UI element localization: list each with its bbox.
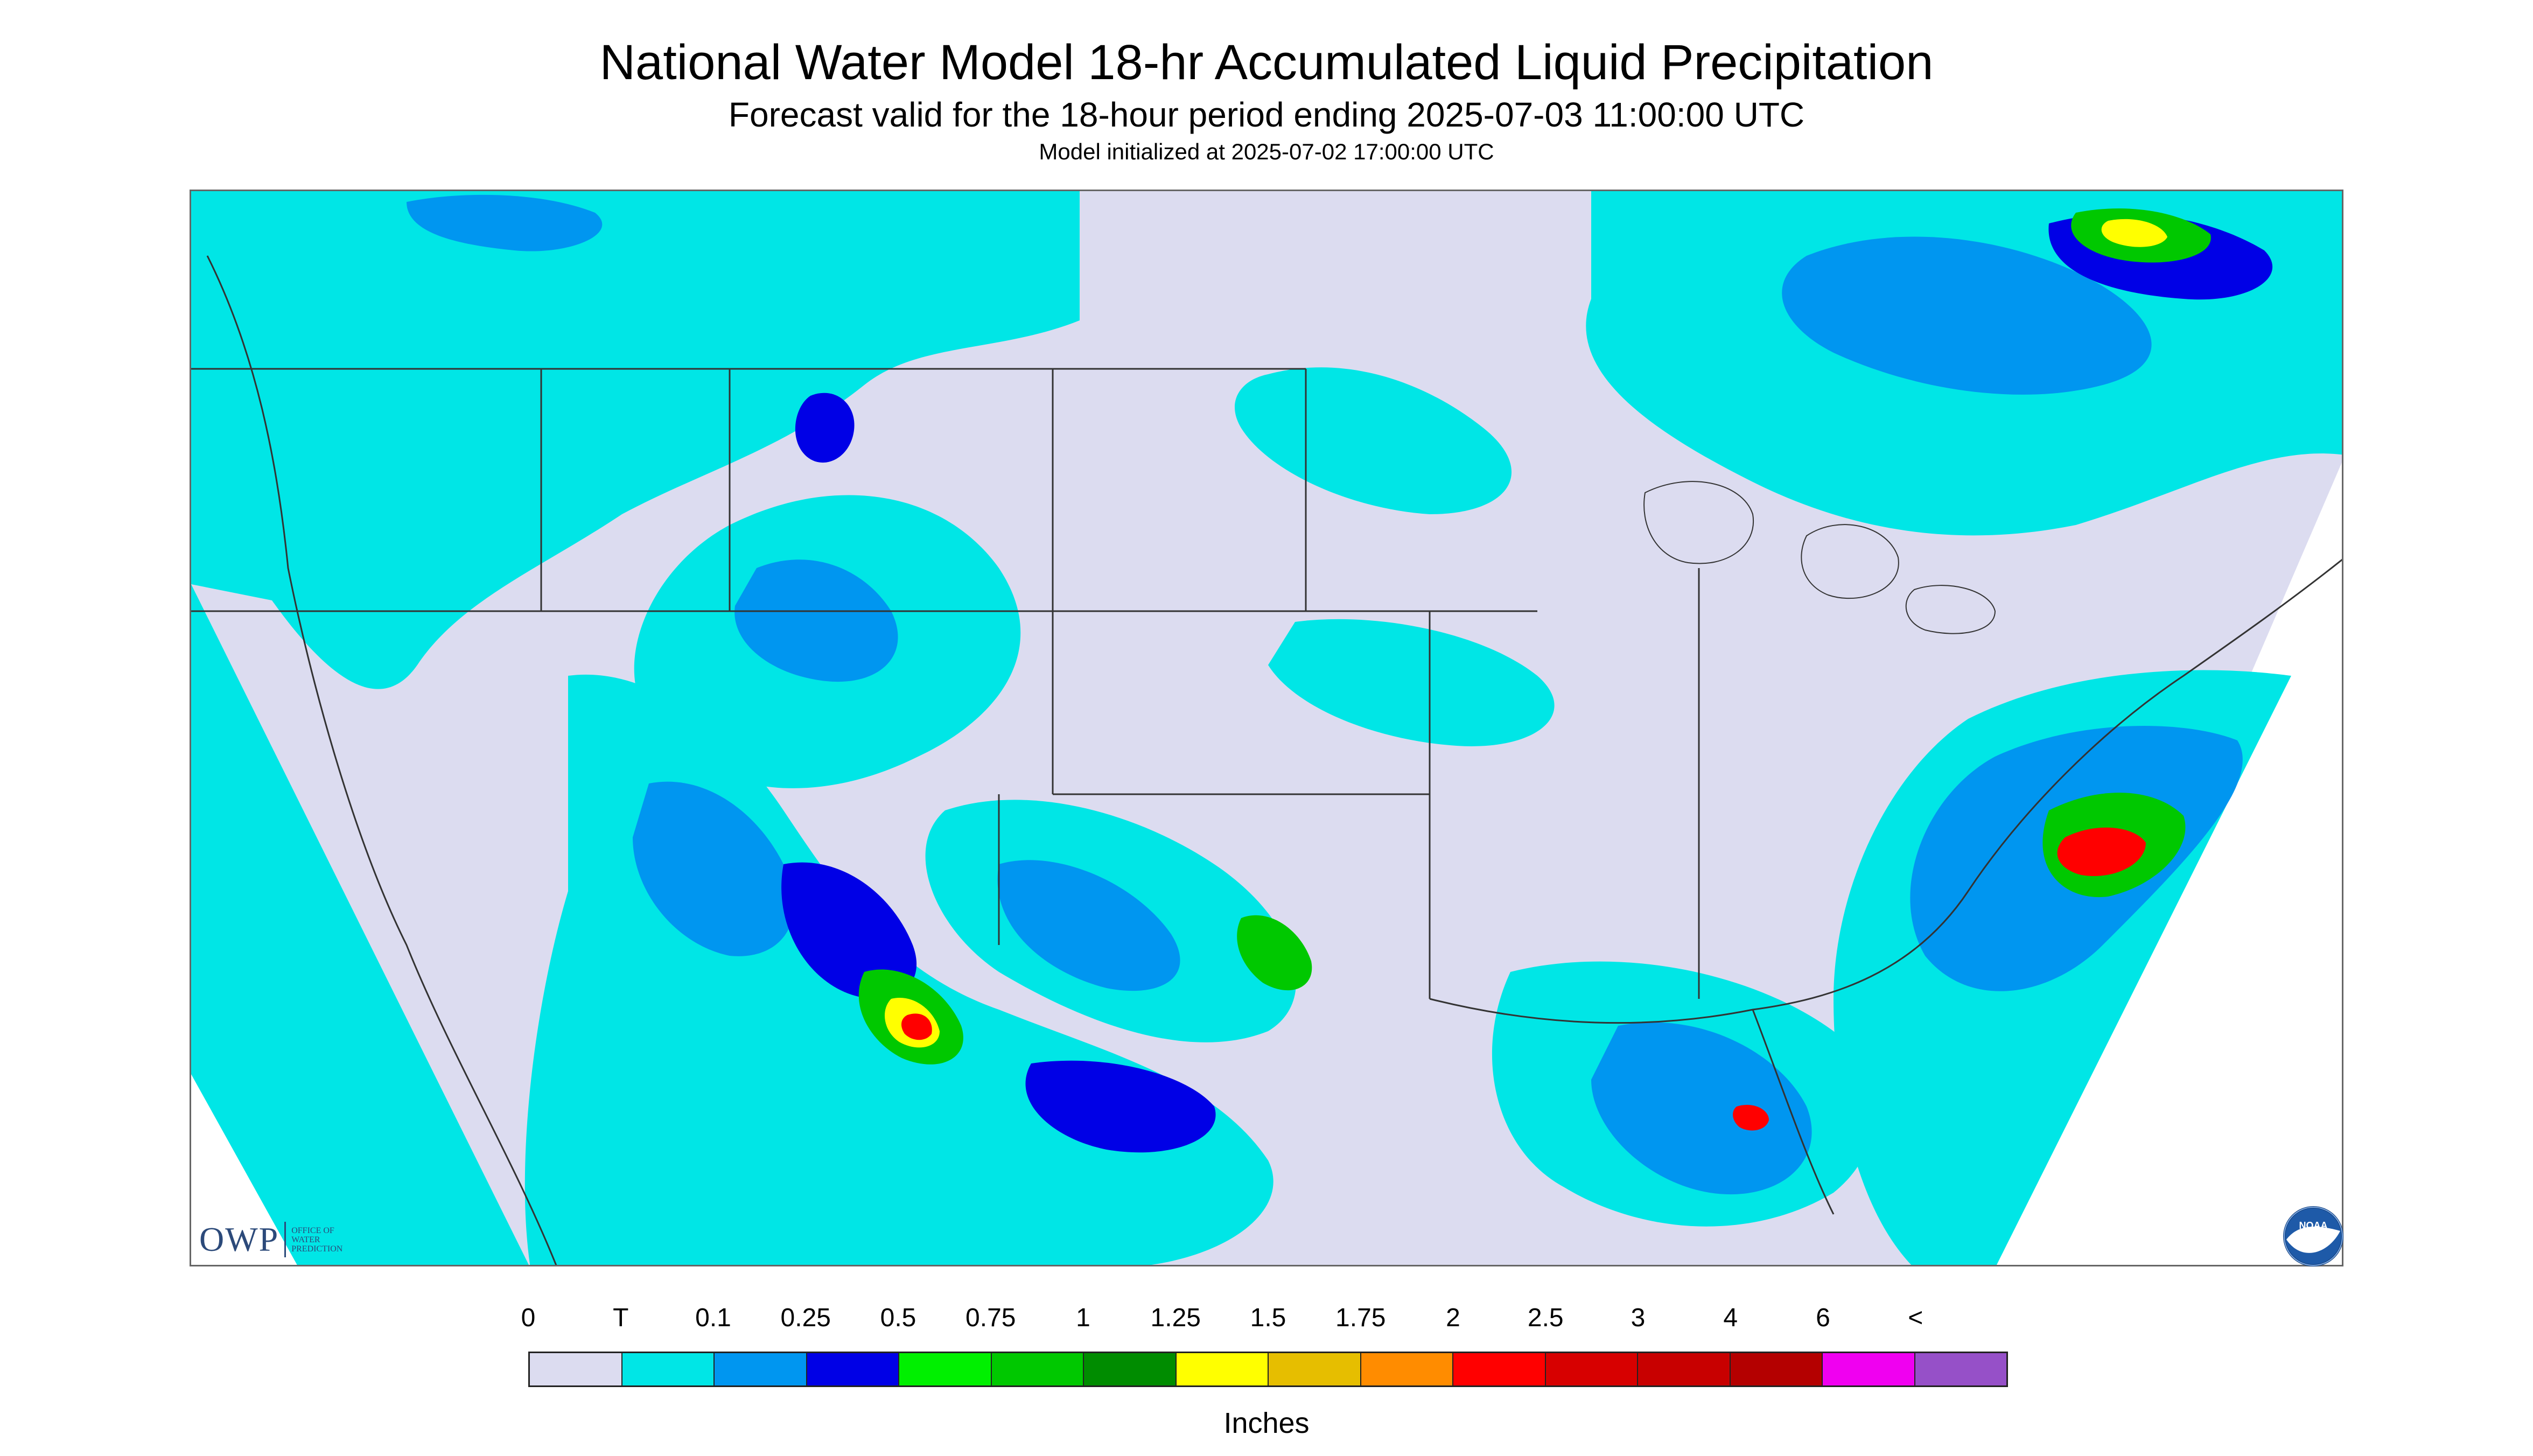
- legend-swatch: [1361, 1353, 1453, 1385]
- map-subtitle: Forecast valid for the 18-hour period en…: [728, 95, 1805, 134]
- legend-swatch: [1084, 1353, 1177, 1385]
- legend-tick-label: 0.5: [880, 1304, 916, 1332]
- legend-tick-label: 4: [1723, 1304, 1738, 1332]
- legend-swatch: [715, 1353, 807, 1385]
- legend-tick-label: <: [1908, 1304, 1923, 1332]
- legend-swatch: [1823, 1353, 1915, 1385]
- legend-tick-label: 0.75: [965, 1304, 1016, 1332]
- legend-tick-label: 0.1: [695, 1304, 731, 1332]
- owp-logo: OWP OFFICE OF WATER PREDICTION: [199, 1218, 342, 1261]
- legend-tick-label: 1.25: [1150, 1304, 1201, 1332]
- legend-swatch: [1730, 1353, 1823, 1385]
- legend-tick-label: 1.75: [1335, 1304, 1386, 1332]
- legend-swatch: [530, 1353, 622, 1385]
- legend-swatch: [807, 1353, 899, 1385]
- legend-swatch: [991, 1353, 1084, 1385]
- legend-swatch: [1453, 1353, 1546, 1385]
- map-canvas: [191, 191, 2342, 1265]
- legend-swatch: [899, 1353, 992, 1385]
- legend-tick-label: 1: [1076, 1304, 1090, 1332]
- state-boundaries: [191, 255, 2342, 1265]
- legend-swatch: [622, 1353, 715, 1385]
- owp-logo-subtext: OFFICE OF WATER PREDICTION: [291, 1226, 343, 1254]
- legend-tick-label: 6: [1816, 1304, 1830, 1332]
- legend-swatch: [1638, 1353, 1731, 1385]
- noaa-logo: NOAA: [2283, 1206, 2343, 1266]
- legend-tick-label: 0.25: [780, 1304, 831, 1332]
- legend-swatch: [1176, 1353, 1269, 1385]
- precip-extreme-areas: [901, 827, 2146, 1131]
- legend-units: Inches: [1223, 1407, 1310, 1439]
- precipitation-map[interactable]: [190, 190, 2343, 1266]
- great-lakes-outline: [1643, 481, 1996, 634]
- legend-swatch: [1269, 1353, 1361, 1385]
- svg-text:NOAA: NOAA: [2299, 1220, 2328, 1231]
- legend-labels: 0 T 0.1 0.25 0.5 0.75 1 1.25 1.5 1.75 2 2.5 3 4 6 <: [0, 1303, 2533, 1341]
- legend-swatch: [1915, 1353, 2006, 1385]
- legend-tick-label: 1.5: [1250, 1304, 1286, 1332]
- legend-tick-label: T: [613, 1304, 629, 1332]
- legend-tick-label: 0: [521, 1304, 536, 1332]
- legend-swatch: [1545, 1353, 1638, 1385]
- model-init-time: Model initialized at 2025-07-02 17:00:00…: [1039, 139, 1494, 164]
- legend-tick-label: 2: [1446, 1304, 1460, 1332]
- owp-logo-text: OWP: [199, 1220, 279, 1258]
- legend-tick-label: 2.5: [1527, 1304, 1564, 1332]
- owp-logo-divider: [284, 1222, 286, 1257]
- map-title: National Water Model 18-hr Accumulated L…: [599, 35, 1934, 90]
- legend-tick-label: 3: [1631, 1304, 1646, 1332]
- legend-colorbar: [528, 1352, 2008, 1387]
